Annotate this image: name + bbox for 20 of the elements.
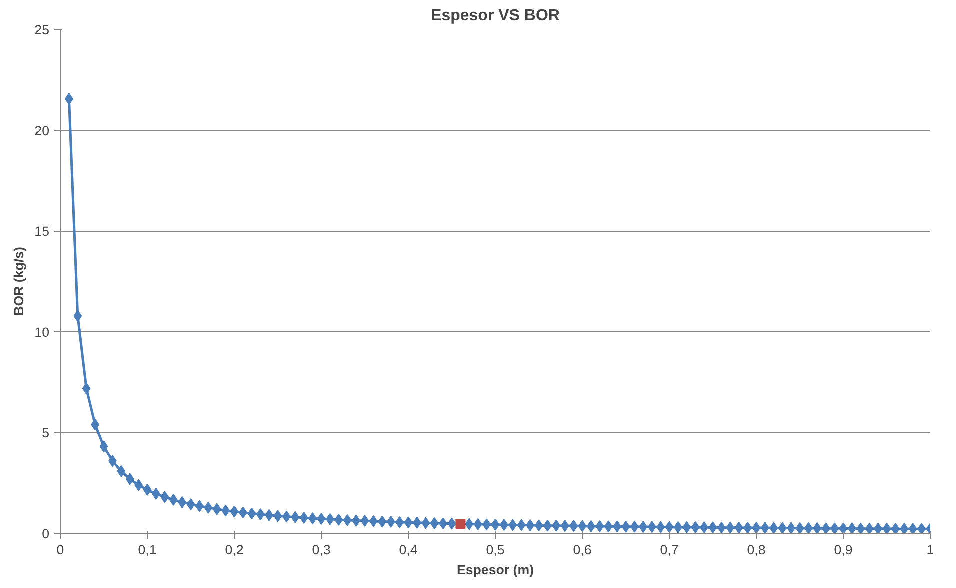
x-tick-label: 0,9 xyxy=(834,542,853,558)
x-tick-label: 0 xyxy=(56,542,64,558)
x-tick-label: 0,4 xyxy=(399,542,418,558)
x-tick-label: 1 xyxy=(926,542,934,558)
chart-title: Espesor VS BOR xyxy=(431,8,560,24)
x-tick-label: 0,5 xyxy=(486,542,505,558)
x-tick-label: 0,1 xyxy=(138,542,157,558)
y-tick-label: 5 xyxy=(42,426,50,441)
x-tick-label: 0,3 xyxy=(312,542,331,558)
y-axis-title: BOR (kg/s) xyxy=(12,247,27,316)
x-tick-label: 0,6 xyxy=(573,542,592,558)
y-tick-label: 10 xyxy=(34,324,50,340)
y-tick-label: 15 xyxy=(34,224,50,240)
x-tick-label: 0,7 xyxy=(660,542,679,558)
y-tick-label: 20 xyxy=(34,123,50,138)
x-axis-title: Espesor (m) xyxy=(456,562,534,578)
y-tick-label: 25 xyxy=(34,22,50,38)
y-tick-label: 0 xyxy=(42,526,50,542)
x-tick-label: 0,2 xyxy=(225,542,244,558)
x-tick-label: 0,8 xyxy=(747,542,766,558)
